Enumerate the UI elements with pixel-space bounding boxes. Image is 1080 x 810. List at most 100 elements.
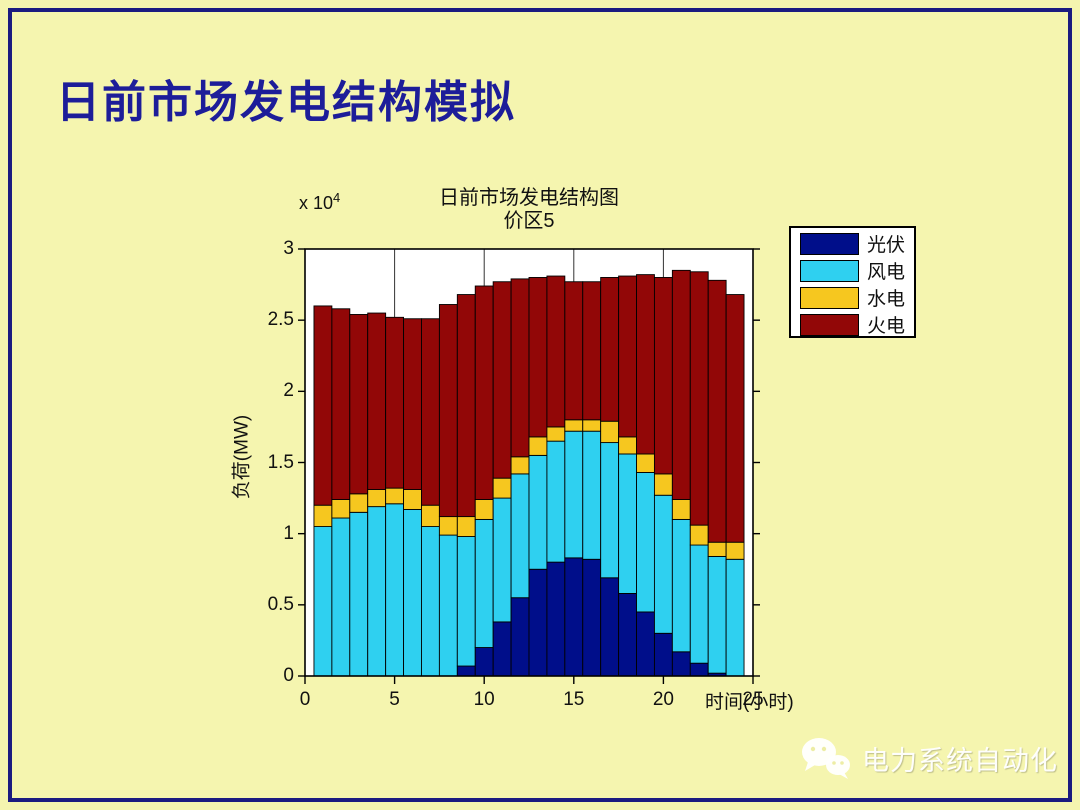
bar-h5-wind <box>385 503 405 677</box>
bar-h7-wind <box>421 526 440 677</box>
y-tick-label-1: 1 <box>283 522 294 544</box>
bar-h24-thermal <box>725 294 745 543</box>
bar-h2-wind <box>331 517 351 677</box>
bar-h17-wind <box>600 442 620 579</box>
x-tick-label-10: 10 <box>473 689 495 710</box>
bar-h20-wind <box>653 494 673 634</box>
bar-h11-wind <box>492 497 512 623</box>
bar-h12-thermal <box>510 278 530 458</box>
x-tick-label-25: 25 <box>742 689 764 710</box>
legend-item-hydro: 水电 <box>791 284 914 311</box>
bar-h5-thermal <box>385 316 405 489</box>
bar-h1-wind <box>313 526 333 677</box>
bar-h13-wind <box>528 454 548 570</box>
bar-h24-wind <box>725 558 745 677</box>
bar-h16-wind <box>582 430 602 560</box>
bar-h7-hydro <box>421 504 440 528</box>
x-tick-label-5: 5 <box>389 689 400 710</box>
legend-label-hydro: 水电 <box>867 289 906 310</box>
bar-h6-wind <box>403 509 422 677</box>
bar-h7-thermal <box>421 318 440 506</box>
legend-swatch-thermal <box>800 313 859 336</box>
bar-h18-thermal <box>618 275 637 438</box>
bar-h2-hydro <box>331 499 351 519</box>
bar-h18-hydro <box>618 436 637 455</box>
bar-h17-hydro <box>600 420 620 444</box>
y-tick-label-0.5: 0.5 <box>267 593 294 615</box>
bar-h15-hydro <box>564 419 584 432</box>
y-axis-multiplier: x 104 <box>299 190 340 214</box>
wechat-icon <box>802 738 850 779</box>
x-tick-label-0: 0 <box>299 689 311 710</box>
bar-h6-thermal <box>403 318 422 490</box>
bar-h4-thermal <box>367 312 387 490</box>
bar-h6-hydro <box>403 489 422 510</box>
bar-h23-hydro <box>707 541 727 557</box>
bar-h3-hydro <box>349 493 369 513</box>
bar-h9-thermal <box>456 294 476 518</box>
bar-h14-hydro <box>546 426 566 442</box>
bar-h24-hydro <box>725 541 745 560</box>
bar-h4-wind <box>367 506 387 677</box>
bar-h13-thermal <box>528 277 548 438</box>
chart-title-line1: 日前市场发电结构图 <box>439 187 619 209</box>
chart-title: 日前市场发电结构图 价区5 <box>305 187 753 233</box>
bar-h19-thermal <box>636 274 655 455</box>
legend-label-thermal: 火电 <box>867 316 906 337</box>
legend-label-wind: 风电 <box>867 262 906 283</box>
bar-h16-solar <box>582 558 602 677</box>
bar-h19-wind <box>636 472 655 613</box>
bar-h2-thermal <box>331 308 351 500</box>
bar-h10-hydro <box>474 499 494 520</box>
bar-h11-solar <box>492 621 512 677</box>
legend-swatch-solar <box>800 232 859 255</box>
bar-h9-solar <box>456 665 476 677</box>
bar-h14-wind <box>546 440 566 563</box>
y-tick-label-2: 2 <box>283 380 294 402</box>
bar-h10-solar <box>474 647 494 677</box>
x-tick-label-20: 20 <box>652 689 674 710</box>
bar-h12-hydro <box>510 456 530 475</box>
bar-h15-thermal <box>564 281 584 421</box>
legend-swatch-wind <box>800 259 859 282</box>
bar-h15-wind <box>564 430 584 559</box>
bar-h14-solar <box>546 561 566 677</box>
y-axis-multiplier-base: x 10 <box>299 193 334 213</box>
bar-h17-thermal <box>600 277 620 422</box>
bar-h22-wind <box>689 544 709 664</box>
bar-h18-wind <box>618 453 637 594</box>
bar-h10-wind <box>474 518 494 648</box>
legend-item-solar: 光伏 <box>791 230 914 257</box>
bar-h11-hydro <box>492 477 512 499</box>
legend-label-solar: 光伏 <box>867 235 906 256</box>
bar-h4-hydro <box>367 489 387 508</box>
bar-h22-thermal <box>689 271 709 526</box>
bar-h1-hydro <box>313 504 333 528</box>
legend-item-thermal: 火电 <box>791 311 914 338</box>
bar-h22-hydro <box>689 524 709 546</box>
y-tick-label-0: 0 <box>283 665 294 686</box>
bar-h12-solar <box>510 597 530 677</box>
bar-h20-hydro <box>653 473 673 496</box>
bar-h23-thermal <box>707 279 727 543</box>
bar-h23-wind <box>707 555 727 674</box>
bar-h16-thermal <box>582 281 602 421</box>
bar-h16-hydro <box>582 419 602 432</box>
legend-item-wind: 风电 <box>791 257 914 284</box>
bar-h14-thermal <box>546 275 566 428</box>
bar-h19-hydro <box>636 453 655 473</box>
bar-h11-thermal <box>492 281 512 479</box>
watermark-text: 电力系统自动化 <box>862 745 1058 776</box>
bar-h22-solar <box>689 662 709 677</box>
bar-h13-solar <box>528 568 548 677</box>
bar-h13-hydro <box>528 436 548 456</box>
legend-swatch-hydro <box>800 286 859 309</box>
bar-h10-thermal <box>474 285 494 500</box>
bar-h21-thermal <box>671 269 691 500</box>
bar-h5-hydro <box>385 487 405 505</box>
bar-h20-thermal <box>653 277 673 475</box>
x-tick-label-15: 15 <box>563 689 585 710</box>
bar-h19-solar <box>636 611 655 677</box>
page-title: 日前市场发电结构模拟 <box>56 78 516 127</box>
